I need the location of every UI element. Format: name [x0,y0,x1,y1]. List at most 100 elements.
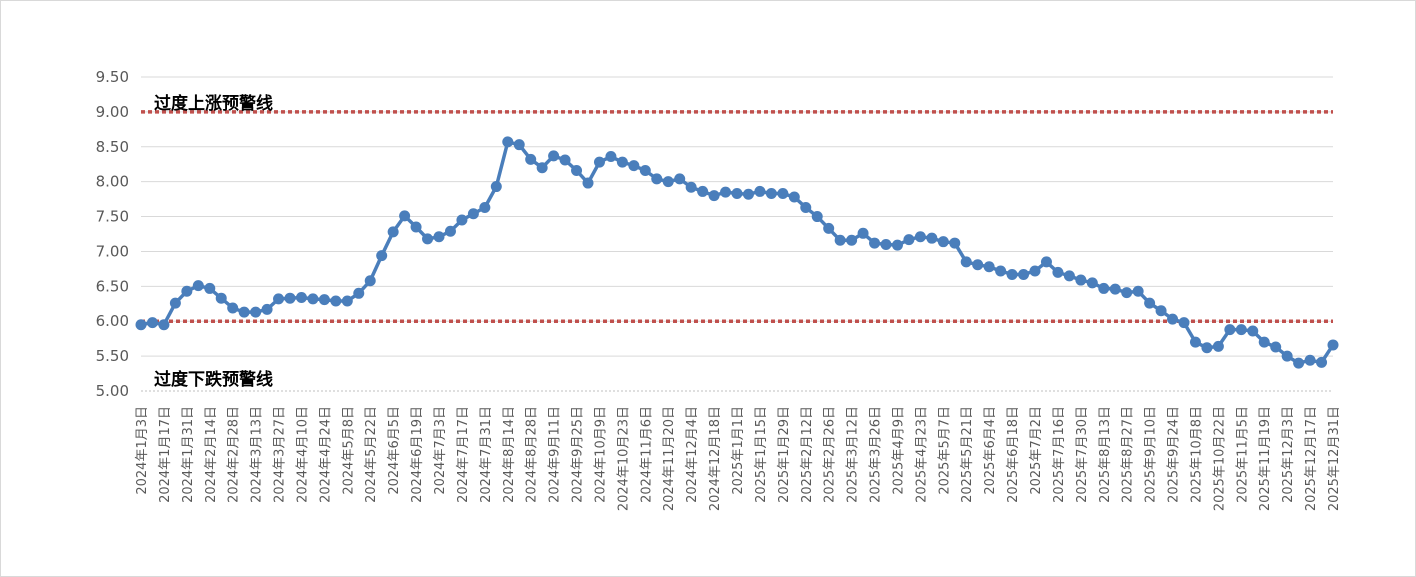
data-point [479,201,491,213]
data-point [972,259,984,271]
data-point [914,231,926,243]
data-point [250,306,262,318]
x-tick-label: 2024年4月10日 [295,406,310,503]
data-point [1144,297,1156,309]
data-point [937,236,949,248]
data-point [685,181,697,193]
data-point [800,201,812,213]
data-point [1075,274,1087,286]
data-point [593,156,605,168]
x-tick-label: 2024年5月8日 [341,406,356,495]
x-tick-label: 2025年12月3日 [1281,406,1296,503]
data-point [376,250,388,262]
data-point [616,156,628,168]
data-point [1063,270,1075,282]
x-tick-label: 2024年3月13日 [250,406,265,503]
data-point [605,151,617,163]
data-point [1029,265,1041,277]
data-point [834,234,846,246]
data-point [387,226,399,238]
data-point [742,188,754,200]
data-point [238,306,250,318]
data-point [181,285,193,297]
x-tick-label: 2025年8月27日 [1121,406,1136,503]
x-tick-label: 2025年1月15日 [754,406,769,503]
data-point [410,221,422,233]
x-tick-label: 2024年6月19日 [410,406,425,503]
x-tick-label: 2024年10月23日 [616,406,631,511]
x-tick-label: 2025年4月9日 [891,406,906,495]
data-point [1235,324,1247,336]
y-tick-label: 6.00 [96,312,129,330]
reference-lines [141,110,1333,323]
data-point [1167,313,1179,325]
x-tick-label: 2024年9月11日 [548,406,563,503]
data-point [765,188,777,200]
x-tick-label: 2025年2月26日 [823,406,838,503]
data-point [1052,266,1064,278]
x-tick-label: 2025年1月29日 [777,406,792,503]
data-point [341,295,353,307]
x-axis-ticks: 2024年1月3日 2024年1月17日 2024年1月31日 2024年2月14日 2… [135,406,1342,511]
data-point [674,173,686,185]
data-point [1281,350,1293,362]
x-tick-label: 2025年4月23日 [914,406,929,503]
data-point [1132,285,1144,297]
x-tick-label: 2025年3月12日 [846,406,861,503]
data-point [1121,287,1133,299]
data-point [628,160,640,172]
data-point [227,302,239,314]
data-point [708,190,720,202]
data-point [490,181,502,193]
upper-warning-label: 过度上涨预警线 [154,93,273,114]
x-tick-label: 2025年9月24日 [1167,406,1182,503]
data-point [169,297,181,309]
x-tick-label: 2025年10月8日 [1189,406,1204,503]
data-point [513,139,525,151]
x-tick-label: 2024年6月5日 [387,406,402,495]
data-point [857,227,869,239]
data-point [960,256,972,268]
x-tick-label: 2025年6月4日 [983,406,998,495]
x-tick-label: 2025年12月17日 [1304,406,1319,511]
x-tick-label: 2024年7月17日 [456,406,471,503]
data-point [1270,341,1282,353]
data-point [662,176,674,188]
data-point [983,261,995,273]
data-point [536,162,548,174]
x-tick-label: 2024年8月14日 [502,406,517,503]
data-point [261,303,273,315]
x-tick-label: 2025年8月13日 [1098,406,1113,503]
data-point [1109,283,1121,295]
data-point [651,173,663,185]
data-point [456,214,468,226]
data-points [135,136,1339,369]
y-tick-label: 7.50 [96,208,129,226]
data-point [295,291,307,303]
x-tick-label: 2025年2月12日 [800,406,815,503]
x-tick-label: 2025年12月31日 [1327,406,1342,511]
data-point [284,292,296,304]
data-point [1327,339,1339,351]
data-point [204,282,216,294]
data-point [731,188,743,200]
x-tick-label: 2024年7月31日 [479,406,494,503]
x-tick-label: 2024年4月24日 [318,406,333,503]
data-point [1212,340,1224,352]
data-point [192,280,204,292]
annotations: 过度上涨预警线 过度下跌预警线 [154,93,273,390]
data-point [135,319,147,331]
y-tick-label: 8.00 [96,173,129,191]
y-tick-label: 5.00 [96,382,129,400]
x-tick-label: 2025年6月18日 [1006,406,1021,503]
data-point [846,234,858,246]
x-tick-label: 2025年7月30日 [1075,406,1090,503]
data-point [903,234,915,246]
data-point [1189,336,1201,348]
data-point [1155,305,1167,317]
x-tick-label: 2024年5月22日 [364,406,379,503]
data-point [995,265,1007,277]
data-point [273,293,285,305]
